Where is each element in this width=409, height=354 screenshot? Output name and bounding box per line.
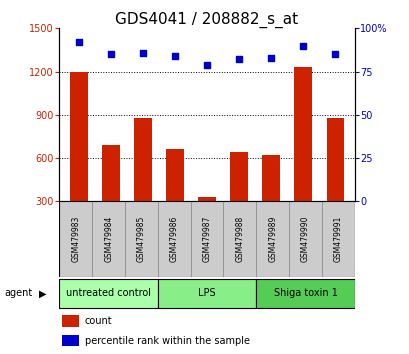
Bar <box>256 279 354 308</box>
Text: GSM479989: GSM479989 <box>267 216 276 262</box>
Text: GSM479988: GSM479988 <box>235 216 244 262</box>
Bar <box>157 279 256 308</box>
Bar <box>321 201 354 277</box>
Bar <box>256 201 288 277</box>
Bar <box>102 145 119 244</box>
Bar <box>262 155 279 244</box>
Bar <box>326 118 344 244</box>
Bar <box>62 315 79 327</box>
Bar <box>230 152 247 244</box>
Text: agent: agent <box>4 289 32 298</box>
Text: GSM479984: GSM479984 <box>104 216 113 262</box>
Bar <box>92 201 125 277</box>
Text: GSM479987: GSM479987 <box>202 216 211 262</box>
Bar <box>166 149 183 244</box>
Bar <box>70 72 87 244</box>
Point <box>107 51 114 57</box>
Bar <box>198 197 216 244</box>
Bar <box>62 335 79 346</box>
Text: untreated control: untreated control <box>66 289 151 298</box>
Text: percentile rank within the sample: percentile rank within the sample <box>84 336 249 346</box>
Text: GSM479991: GSM479991 <box>333 216 342 262</box>
Bar <box>59 279 157 308</box>
Point <box>203 62 210 67</box>
Point <box>267 55 274 61</box>
Bar <box>223 201 256 277</box>
Text: LPS: LPS <box>198 289 215 298</box>
Point <box>299 43 306 48</box>
Text: GSM479990: GSM479990 <box>300 216 309 262</box>
Point <box>75 39 82 45</box>
Text: count: count <box>84 316 112 326</box>
Bar <box>59 201 92 277</box>
Point <box>331 51 338 57</box>
Bar <box>157 201 190 277</box>
Text: GSM479985: GSM479985 <box>137 216 146 262</box>
Title: GDS4041 / 208882_s_at: GDS4041 / 208882_s_at <box>115 12 298 28</box>
Bar <box>125 201 157 277</box>
Point <box>235 57 242 62</box>
Bar <box>294 67 311 244</box>
Text: GSM479983: GSM479983 <box>71 216 80 262</box>
Text: ▶: ▶ <box>39 289 46 298</box>
Bar <box>134 118 151 244</box>
Text: GSM479986: GSM479986 <box>169 216 178 262</box>
Bar <box>190 201 223 277</box>
Point <box>171 53 178 59</box>
Bar <box>288 201 321 277</box>
Point <box>139 50 146 55</box>
Text: Shiga toxin 1: Shiga toxin 1 <box>273 289 337 298</box>
